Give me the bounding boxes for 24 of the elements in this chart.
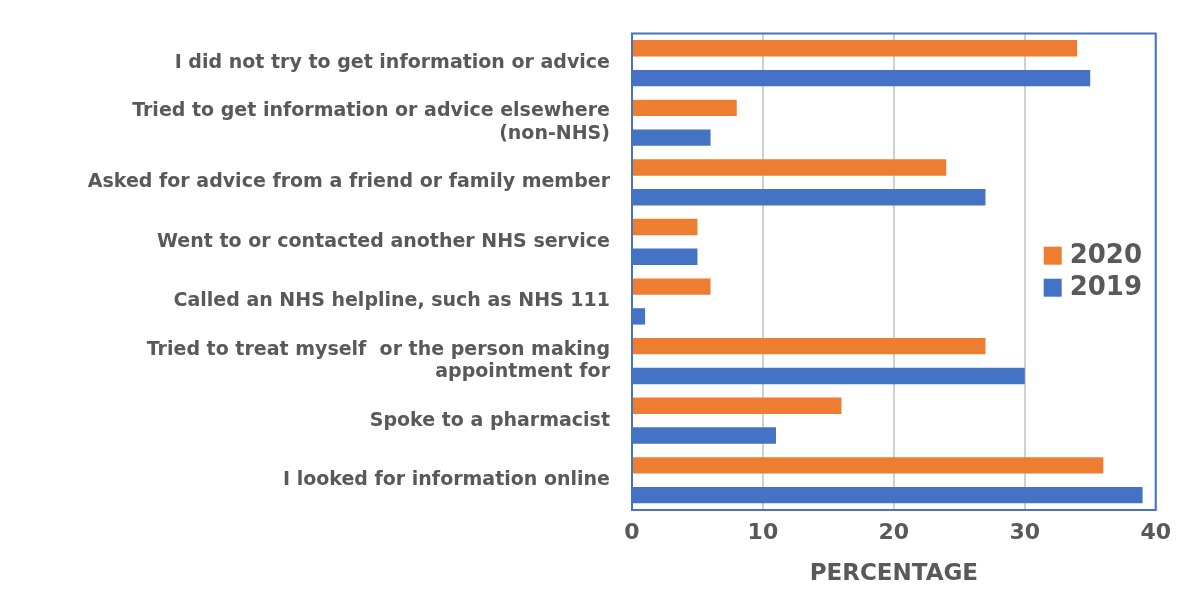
- y-tick-label: Tried to treat myself or the person making appointment for: [146, 336, 611, 382]
- bar: [633, 397, 842, 414]
- bar: [633, 159, 947, 176]
- legend-label: 2019: [1069, 271, 1143, 302]
- bar: [633, 99, 737, 117]
- y-tick-label: I looked for information online: [283, 467, 610, 490]
- y-tick-label: I did not try to get information or advice: [174, 50, 610, 73]
- x-axis-title: PERCENTAGE: [809, 559, 979, 586]
- bar: [633, 278, 711, 295]
- bar: [633, 40, 1078, 57]
- y-tick-label: Called an NHS helpline, such as NHS 111: [173, 288, 610, 311]
- legend-label: 2020: [1069, 239, 1143, 270]
- y-tick-label: Tried to get information or advice elsewhere (non-NHS): [132, 98, 610, 144]
- x-tick-label: 40: [1140, 518, 1171, 544]
- bar: [633, 218, 698, 236]
- y-tick-label: Asked for advice from a friend or family member: [87, 169, 611, 192]
- y-tick-label: Spoke to a pharmacist: [369, 407, 610, 430]
- bar: [633, 457, 1104, 474]
- bar: [633, 337, 986, 355]
- x-tick-label: 20: [878, 518, 910, 544]
- x-tick-label: 0: [624, 518, 640, 544]
- x-tick-label: 10: [747, 518, 779, 544]
- y-tick-label: Went to or contacted another NHS service: [157, 228, 610, 251]
- x-tick-label: 30: [1009, 518, 1041, 544]
